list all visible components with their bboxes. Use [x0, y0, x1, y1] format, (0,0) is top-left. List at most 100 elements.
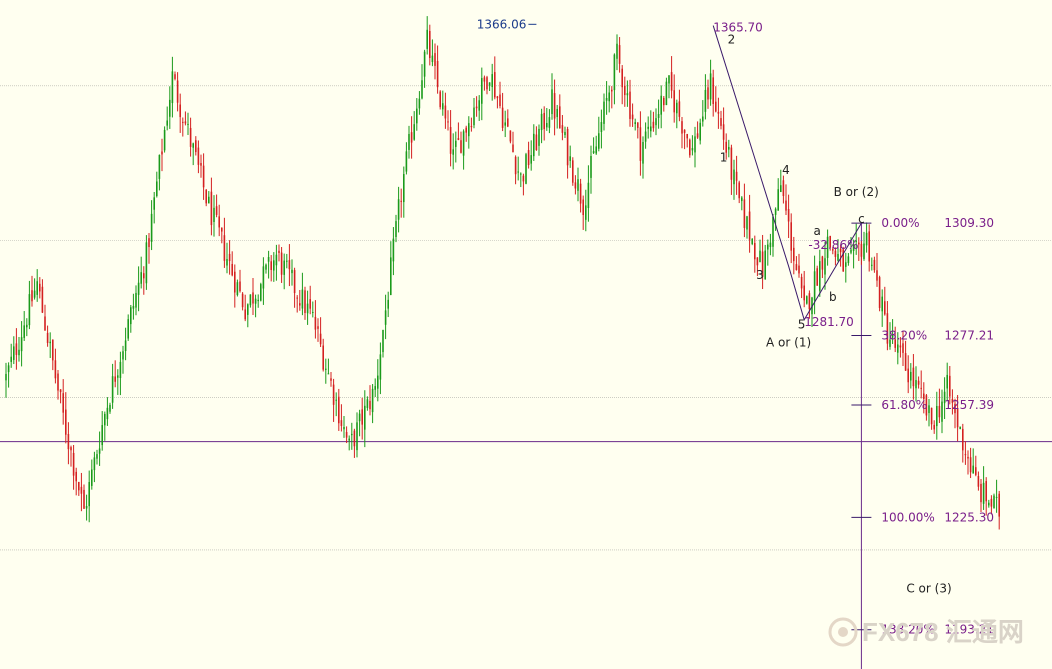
candle [296, 295, 298, 313]
candle-body [377, 375, 379, 389]
candle-body [106, 407, 109, 420]
candle [819, 249, 821, 297]
candle-body [361, 409, 363, 425]
candle-body [18, 349, 20, 356]
candle-body [156, 181, 158, 197]
candle [192, 142, 194, 166]
candle-body [769, 242, 772, 248]
candle-body [574, 182, 577, 189]
candle [369, 385, 371, 416]
candle [608, 85, 610, 113]
candle-body [117, 375, 119, 378]
candle [361, 397, 363, 440]
candle-body [228, 253, 231, 262]
candle-body [962, 428, 964, 451]
candle-body [780, 185, 782, 192]
candle [832, 246, 834, 255]
candle [904, 340, 907, 371]
candle-body [995, 496, 998, 498]
candle-body [444, 105, 447, 119]
candle-body [699, 122, 701, 141]
candle-body [938, 405, 941, 418]
elliott-wave-annotations: -32.86% 2 1 4 3 5 c b a B or (2) A or (1) C or (3) 1… [477, 17, 952, 595]
candle [696, 121, 699, 139]
candle-body [751, 239, 753, 244]
candle-body [475, 106, 478, 109]
candle [928, 399, 930, 427]
candle-body [364, 405, 366, 430]
candle-body [720, 118, 722, 126]
candle [452, 133, 454, 170]
candle-body [923, 393, 925, 400]
candle-body [673, 90, 675, 113]
candle [975, 455, 977, 477]
candle-body [54, 360, 57, 379]
candle-body [855, 240, 857, 242]
candle-body [379, 354, 382, 380]
candle [343, 415, 345, 438]
candle-body [644, 131, 647, 142]
candle [468, 116, 470, 149]
candle [153, 191, 155, 224]
candle-body [509, 130, 512, 142]
candle [244, 294, 246, 322]
candle [280, 247, 283, 283]
candle [946, 362, 948, 401]
candle [871, 257, 873, 271]
candle-body [993, 495, 995, 509]
candle [436, 45, 439, 94]
candle-body [314, 316, 317, 330]
candle [231, 251, 233, 277]
candle [962, 423, 964, 463]
candle-body [330, 378, 332, 381]
candle [319, 317, 322, 348]
candle [907, 355, 909, 394]
candle-body [852, 244, 855, 251]
candle [546, 107, 548, 131]
candle [642, 136, 644, 179]
candle [863, 231, 865, 261]
candle-body [332, 384, 335, 405]
candle-body [501, 107, 504, 128]
candle-body [800, 276, 803, 289]
candle-body [972, 465, 974, 474]
candle-body [889, 339, 891, 347]
fib-price-label: 1277.21 [944, 329, 994, 343]
candle-body [967, 456, 969, 459]
candle [366, 396, 369, 411]
candle [473, 98, 475, 129]
candle-body [756, 257, 759, 266]
candle [795, 256, 798, 271]
watermark: FX678 汇通网 [828, 617, 1024, 647]
candle-body [260, 284, 262, 301]
candle [39, 277, 41, 299]
fibonacci-levels: 0.00% 1309.30 38.20% 1277.21 61.80% 1257.39 10… [851, 216, 994, 637]
candle-body [345, 431, 348, 438]
candle-body [340, 420, 343, 426]
candle [72, 445, 75, 490]
candle [182, 117, 184, 137]
candle [769, 233, 772, 256]
candle-body [114, 376, 116, 382]
candle-body [267, 257, 270, 262]
candle [330, 372, 332, 387]
candle [169, 86, 171, 129]
candle-body [582, 199, 584, 216]
candle [41, 279, 44, 314]
candle [286, 253, 288, 269]
candle [132, 293, 135, 320]
candle-body [296, 297, 298, 299]
candle [325, 358, 327, 384]
candle-body [257, 299, 259, 302]
candle [767, 239, 769, 266]
candle-body [949, 375, 951, 397]
candle [876, 252, 878, 287]
candle-body [858, 242, 860, 245]
candle [429, 24, 431, 66]
candle [135, 285, 137, 316]
candle [377, 359, 379, 402]
candle [96, 449, 98, 465]
candle [637, 122, 639, 139]
candle [10, 343, 12, 368]
candle-body [254, 298, 257, 304]
